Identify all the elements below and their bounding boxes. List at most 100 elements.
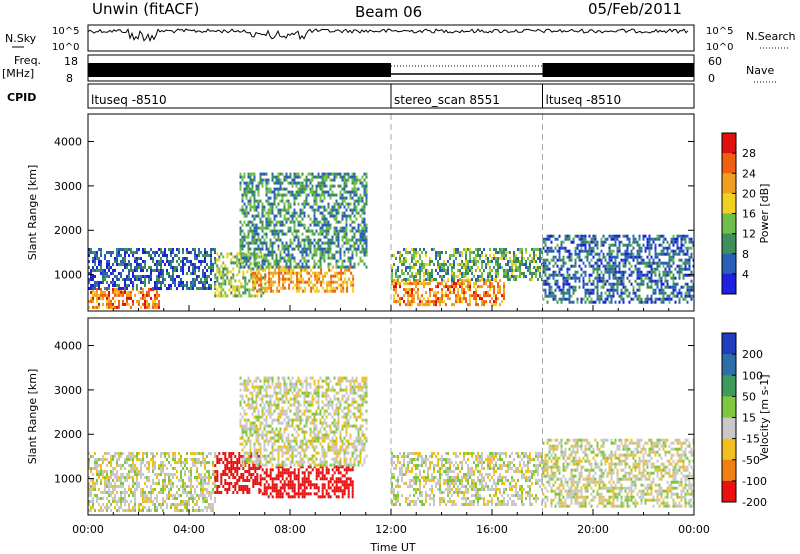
data-cell	[248, 252, 251, 256]
data-cell	[317, 220, 320, 224]
data-cell	[293, 259, 296, 263]
data-cell	[150, 494, 152, 497]
data-cell	[247, 199, 250, 203]
data-cell	[574, 270, 577, 274]
data-cell	[349, 223, 352, 227]
data-cell	[295, 235, 298, 239]
data-cell	[568, 294, 571, 298]
data-cell	[337, 244, 340, 248]
data-cell	[491, 260, 493, 263]
data-cell	[349, 193, 352, 197]
data-cell	[279, 199, 282, 203]
data-cell	[206, 281, 208, 284]
data-cell	[686, 273, 689, 277]
data-cell	[249, 247, 252, 251]
data-cell	[676, 282, 679, 286]
data-cell	[218, 458, 221, 461]
data-cell	[544, 258, 547, 262]
data-cell	[249, 175, 252, 179]
data-cell	[190, 260, 192, 263]
data-cell	[401, 269, 403, 272]
data-cell	[678, 264, 681, 268]
data-cell	[546, 282, 549, 286]
data-cell	[656, 267, 659, 271]
data-cell	[118, 464, 120, 467]
data-cell	[654, 270, 657, 274]
data-cell	[303, 187, 306, 191]
data-cell	[638, 243, 641, 247]
data-cell	[255, 226, 258, 230]
data-cell	[234, 461, 237, 464]
data-cell	[261, 205, 264, 209]
data-cell	[253, 202, 256, 206]
data-cell	[136, 263, 138, 266]
data-cell	[160, 491, 162, 494]
data-cell	[339, 205, 342, 209]
data-cell	[321, 229, 324, 233]
data-cell	[250, 294, 253, 298]
data-cell	[246, 488, 249, 491]
data-cell	[289, 265, 292, 269]
data-cell	[365, 196, 368, 200]
data-cell	[216, 294, 219, 298]
data-cell	[584, 294, 587, 298]
data-cell	[148, 275, 150, 278]
data-cell	[144, 302, 146, 306]
data-cell	[509, 260, 511, 263]
data-cell	[425, 303, 427, 307]
data-cell	[152, 452, 154, 455]
data-cell	[505, 263, 507, 266]
data-cell	[337, 172, 340, 176]
data-cell	[485, 279, 487, 283]
data-cell	[248, 464, 251, 467]
data-cell	[190, 458, 192, 461]
data-cell	[537, 278, 539, 281]
data-cell	[245, 196, 248, 200]
data-cell	[505, 248, 507, 251]
data-cell	[355, 208, 358, 212]
data-cell	[634, 255, 637, 259]
data-cell	[226, 467, 229, 470]
data-cell	[566, 279, 569, 283]
data-cell	[224, 273, 227, 277]
data-cell	[537, 248, 539, 251]
data-cell	[327, 193, 330, 197]
data-cell	[142, 269, 144, 272]
data-cell	[656, 234, 659, 238]
data-cell	[108, 302, 110, 306]
data-cell	[120, 500, 122, 503]
data-cell	[90, 251, 92, 254]
data-cell	[263, 486, 266, 490]
data-cell	[363, 202, 366, 206]
data-cell	[321, 232, 324, 236]
data-cell	[537, 266, 539, 269]
data-cell	[106, 293, 108, 297]
data-cell	[586, 255, 589, 259]
data-cell	[242, 261, 245, 265]
data-cell	[314, 283, 317, 287]
data-cell	[433, 303, 435, 307]
data-cell	[122, 500, 124, 503]
data-cell	[608, 267, 611, 271]
data-cell	[505, 275, 507, 278]
data-cell	[345, 184, 348, 188]
data-cell	[503, 257, 505, 260]
data-cell	[287, 202, 290, 206]
data-cell	[662, 237, 665, 241]
data-cell	[399, 257, 401, 260]
data-cell	[116, 260, 118, 263]
data-cell	[339, 193, 342, 197]
data-cell	[355, 205, 358, 209]
data-cell	[192, 506, 194, 509]
data-cell	[88, 299, 90, 303]
data-cell	[323, 208, 326, 212]
data-cell	[126, 275, 128, 278]
data-cell	[214, 485, 216, 488]
data-cell	[317, 238, 320, 242]
data-cell	[130, 293, 132, 297]
data-cell	[314, 274, 317, 278]
data-cell	[451, 254, 453, 257]
data-cell	[252, 267, 255, 271]
data-cell	[642, 237, 645, 241]
data-cell	[116, 473, 118, 476]
